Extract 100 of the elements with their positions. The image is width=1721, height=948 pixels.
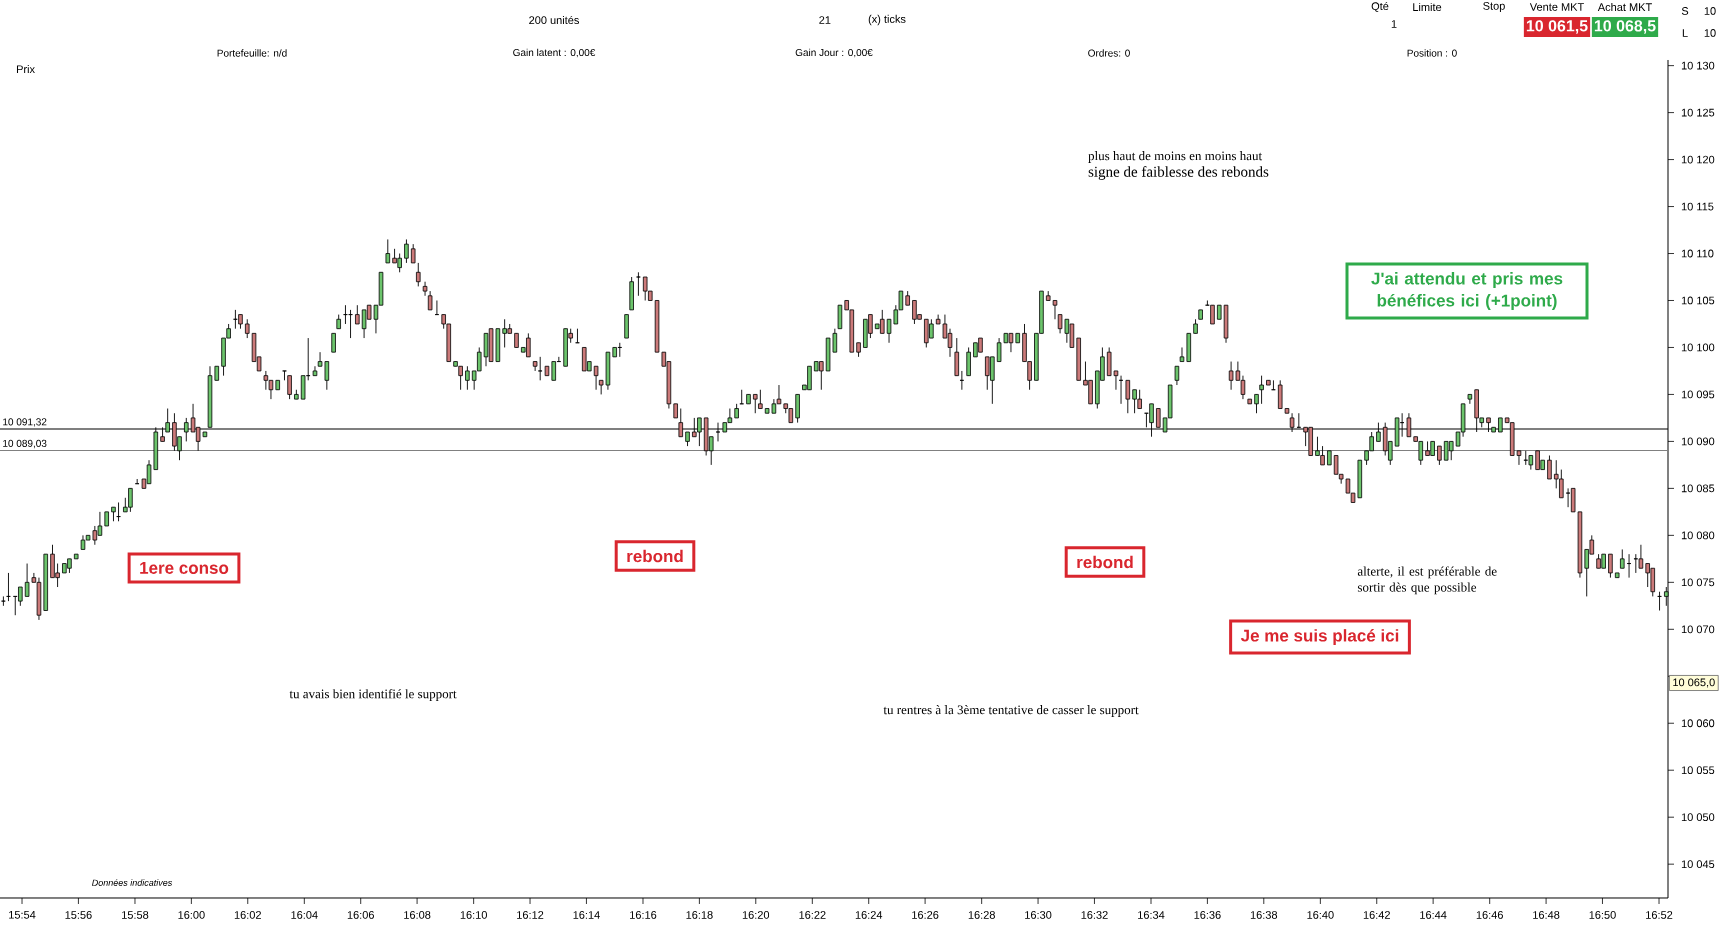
y-tick-label: 10 120 (1681, 155, 1715, 164)
text: Position : 0 (1407, 49, 1457, 57)
x-tick-label: 16:22 (799, 911, 826, 919)
candlestick (1125, 379, 1131, 414)
annotation: signe de faiblesse des rebonds (1088, 166, 1269, 180)
candlestick (355, 304, 360, 325)
x-tick-label: 16:24 (855, 911, 883, 919)
x-tick-label: 16:12 (517, 911, 544, 919)
candlestick (385, 238, 391, 264)
y-tick-label: 10 085 (1681, 484, 1715, 493)
y-tick-label: 10 095 (1681, 390, 1715, 399)
annotation: Prix (16, 65, 35, 73)
candlestick (1467, 393, 1473, 405)
text: (x) ticks (868, 14, 906, 26)
x-tick-label: 16:40 (1307, 911, 1334, 919)
candlestick (312, 365, 318, 377)
y-tick-label: 10 130 (1681, 61, 1715, 70)
x-tick-label: 16:30 (1025, 911, 1052, 919)
text: 21 (819, 16, 831, 24)
candlestick (263, 370, 269, 391)
candlestick (537, 356, 543, 381)
annotation: alterte, il est préférable de sortir dès que possible (1357, 566, 1497, 595)
candlestick (331, 332, 336, 353)
candlestick (532, 361, 538, 372)
y-tick-label: 10 075 (1681, 578, 1715, 587)
text: Ordres: 0 (1088, 49, 1130, 57)
candlestick (795, 393, 800, 424)
annotation: tu avais bien identifié le support (289, 689, 457, 701)
x-tick-label: 16:00 (178, 911, 205, 919)
text: 10 068,5 (1594, 20, 1656, 34)
y-tick-label: 10 125 (1681, 108, 1715, 117)
candlestick (758, 389, 763, 409)
text: L (1682, 29, 1688, 37)
candlestick (1254, 393, 1259, 414)
y-tick-label: 10 090 (1681, 437, 1715, 446)
x-tick-label: 15:56 (65, 911, 92, 919)
y-tick-label: 10 080 (1681, 531, 1715, 540)
candlestick (551, 361, 557, 381)
candlestick (593, 365, 599, 391)
x-tick-label: 16:36 (1194, 911, 1221, 919)
candlestick (282, 370, 287, 381)
candlestick (1448, 440, 1454, 461)
text: Limite (1413, 2, 1442, 12)
text: 1 (1391, 20, 1397, 28)
text: S (1681, 7, 1689, 15)
candlestick (1174, 365, 1180, 386)
text: Vente MKT (1529, 3, 1584, 11)
annotation: 1ere conso (140, 562, 229, 574)
candlestick (1437, 445, 1442, 466)
x-tick-label: 16:06 (347, 911, 374, 919)
text: 10 061,5 (1526, 20, 1588, 34)
candlestick (954, 337, 960, 377)
x-tick-label: 16:46 (1476, 911, 1503, 919)
candlestick (427, 290, 433, 311)
text: 10 (1704, 29, 1716, 37)
text: 10 (1704, 7, 1716, 15)
text: Qté (1371, 1, 1389, 13)
x-tick-label: 16:42 (1363, 911, 1390, 919)
x-tick-label: 16:08 (404, 911, 431, 919)
text: Gain latent : 0,00€ (513, 48, 596, 58)
y-tick-label: 10 050 (1681, 813, 1715, 822)
x-tick-label: 16:18 (686, 911, 713, 919)
x-tick-label: 16:10 (460, 911, 487, 919)
x-tick-label: 16:32 (1081, 911, 1108, 919)
candlestick (422, 281, 428, 297)
candlestick (1, 595, 6, 607)
candlestick (410, 243, 416, 264)
y-tick-label: 10 105 (1681, 296, 1715, 305)
text: Portefeuille: n/d (217, 49, 287, 57)
annotation: rebond (627, 549, 683, 563)
candlestick (624, 314, 629, 339)
x-tick-label: 16:50 (1589, 911, 1616, 919)
y-tick-label: 10 045 (1681, 860, 1715, 869)
x-tick-label: 16:26 (912, 911, 939, 919)
candlestick (753, 393, 758, 414)
candlestick (404, 238, 409, 264)
y-tick-label: 10 100 (1681, 343, 1715, 352)
x-tick-label: 16:38 (1250, 911, 1278, 919)
y-tick-label: 10 070 (1681, 625, 1715, 634)
annotation: rebond (1077, 555, 1133, 569)
candlestick (1638, 544, 1644, 569)
x-tick-label: 16:14 (573, 911, 600, 919)
y-tick-label: 10 115 (1681, 202, 1714, 211)
candlestick (300, 375, 306, 400)
text: Gain Jour : 0,00€ (795, 48, 873, 58)
x-tick-label: 16:44 (1420, 911, 1447, 919)
annotation: plus haut de moins en moins haut (1088, 151, 1263, 163)
candlestick (1210, 304, 1215, 325)
x-tick-label: 15:58 (122, 911, 149, 919)
x-tick-label: 16:34 (1138, 911, 1165, 919)
candlestick (1620, 549, 1625, 569)
annotation: Je me suis placé ici (1240, 628, 1399, 645)
candlestick (465, 365, 470, 391)
y-tick-label: 10 055 (1681, 766, 1715, 775)
y-tick-label: 10 060 (1681, 719, 1715, 728)
x-tick-label: 16:20 (742, 911, 770, 919)
candlestick (416, 262, 421, 287)
candlestick (636, 271, 641, 297)
candlestick (837, 304, 843, 330)
x-tick-label: 16:28 (968, 911, 995, 919)
